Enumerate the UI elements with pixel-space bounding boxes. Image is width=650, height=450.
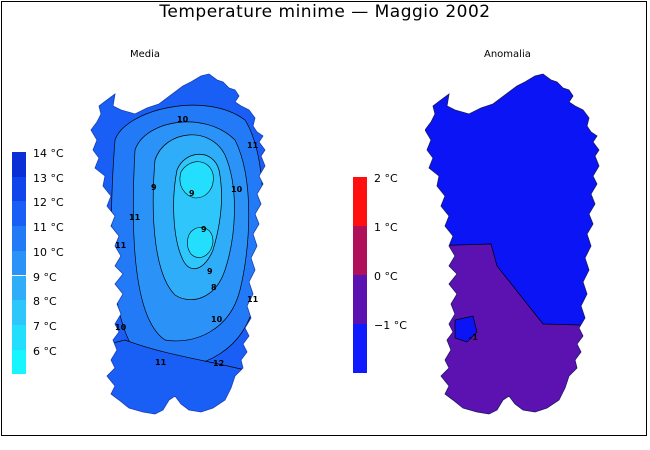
isotherm-band-7-south	[187, 227, 214, 258]
anomaly-contour-label: -1	[469, 333, 478, 342]
contour-label: 11	[115, 241, 127, 250]
figure-frame	[1, 1, 647, 436]
contour-label: 11	[155, 358, 167, 367]
legend-media-swatch	[12, 275, 26, 301]
contour-label: 10	[211, 315, 223, 324]
contour-label: 9	[189, 189, 195, 198]
legend-anomalia-label: −1 °C	[374, 319, 407, 332]
legend-media-label: 6 °C	[33, 344, 57, 358]
contour-label: 10	[177, 115, 189, 124]
legend-anomalia-swatch	[353, 177, 367, 226]
contour-label: 9	[201, 225, 207, 234]
page-title: Temperature minime — Maggio 2002	[159, 2, 491, 22]
contour-label: 8	[211, 283, 217, 292]
legend-media-label: 10 °C	[33, 245, 64, 259]
legend-media-swatch	[12, 152, 26, 177]
legend-media-swatch	[12, 300, 26, 325]
contour-label: 9	[207, 267, 213, 276]
legend-media-swatch	[12, 201, 26, 227]
contour-label: 10	[115, 323, 127, 332]
contour-label: 9	[151, 183, 157, 192]
legend-media-label: 9 °C	[33, 270, 57, 284]
contour-label: 10	[231, 185, 243, 194]
map-media: 10 11 9 9 10 11 9 9 8 10 11 11 10 12 11	[90, 73, 266, 415]
legend-anomalia-label: 1 °C	[374, 221, 398, 234]
anomaly-band-0	[425, 243, 599, 414]
isotherm-band-12-south	[91, 339, 256, 414]
legend-anomalia-swatch	[353, 226, 367, 275]
legend-media-label: 11 °C	[33, 221, 64, 235]
contour-label: 12	[213, 359, 224, 368]
legend-media-swatch	[12, 324, 26, 350]
map-anomalia: -1	[425, 73, 600, 415]
legend-media-swatch	[12, 226, 26, 251]
anomaly-band-minus1-sw	[454, 315, 478, 343]
contour-label: 11	[247, 295, 259, 304]
legend-media-swatch	[12, 176, 26, 202]
legend-media-label: 7 °C	[33, 319, 57, 333]
legend-anomalia-swatch	[353, 324, 367, 373]
contour-label: 11	[247, 141, 259, 150]
legend-anomalia-label: 2 °C	[374, 172, 398, 185]
panel-label-anomalia: Anomalia	[484, 49, 531, 60]
contour-label: 11	[129, 213, 141, 222]
legend-media-swatch	[12, 349, 26, 375]
legend-anomalia-label: 0 °C	[374, 270, 398, 283]
isotherm-band-7-north	[179, 161, 214, 199]
panel-label-media: Media	[130, 49, 161, 60]
legend-media-swatch	[12, 250, 26, 276]
legend-media-label: 12 °C	[33, 196, 64, 210]
legend-media-label: 14 °C	[33, 147, 64, 160]
legend-anomalia-swatch	[353, 275, 367, 324]
legend-media-label: 8 °C	[33, 295, 57, 309]
legend-media-label: 13 °C	[33, 171, 64, 185]
